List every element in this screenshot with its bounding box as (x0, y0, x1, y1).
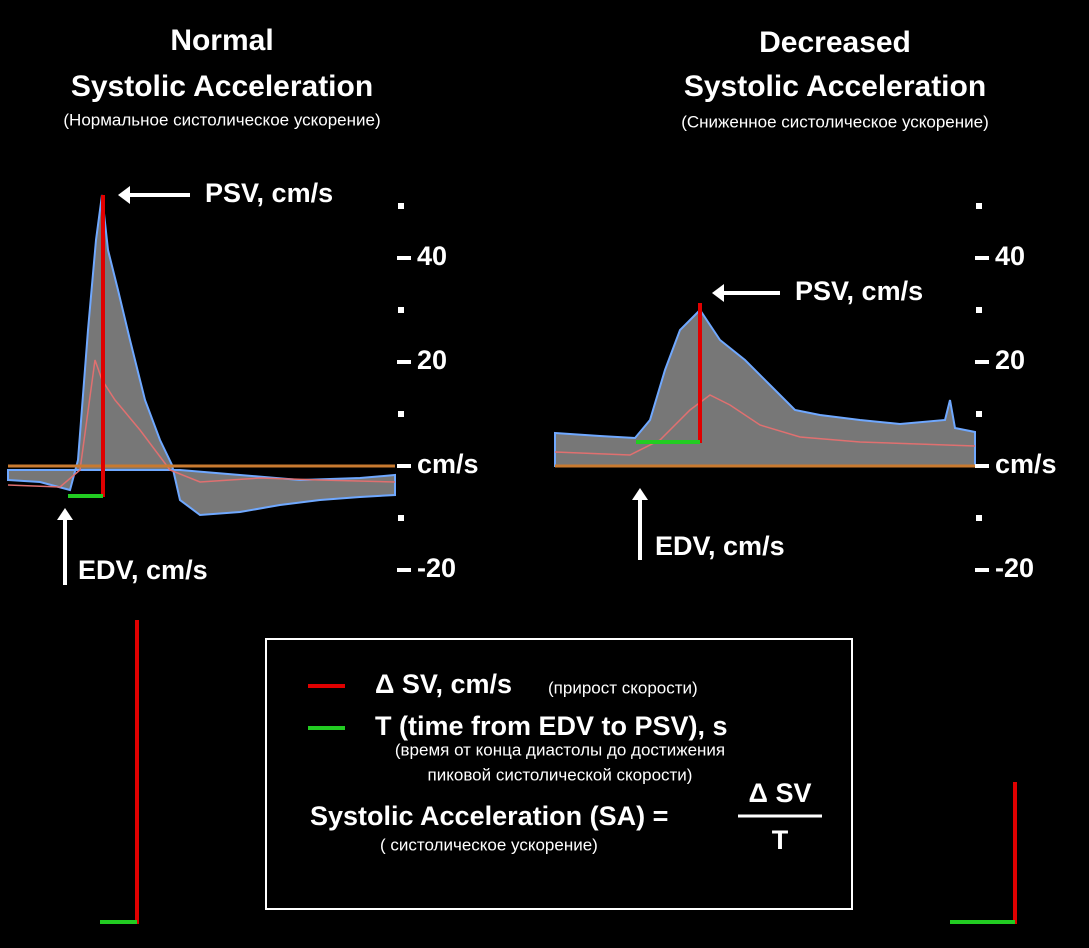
scale-dot (976, 411, 982, 417)
scale-dash (397, 464, 411, 468)
scale-dash (975, 464, 989, 468)
legend-label: T (time from EDV to PSV), s (375, 711, 728, 741)
subtitle: (Сниженное систолическое ускорение) (681, 112, 989, 131)
scale-label: 20 (417, 345, 447, 375)
arrow-head (118, 186, 130, 204)
mean-velocity (7, 359, 396, 488)
scale-dash (975, 568, 989, 572)
title: Systolic Acceleration (71, 70, 373, 103)
scale-dash (397, 568, 411, 572)
formula: Systolic Acceleration (SA) = (310, 801, 668, 831)
legend-box (265, 638, 853, 910)
title: Systolic Acceleration (684, 70, 986, 103)
scale-label: 40 (995, 241, 1025, 271)
psv-label: PSV, cm/s (795, 276, 923, 306)
scale-dot (398, 411, 404, 417)
scale-dot (976, 203, 982, 209)
arrow-head (712, 284, 724, 302)
psv-label: PSV, cm/s (205, 178, 333, 208)
scale-dot (398, 307, 404, 313)
edv-label: EDV, cm/s (78, 555, 208, 585)
scale-dash (975, 256, 989, 260)
subtitle: (Нормальное систолическое ускорение) (63, 110, 380, 129)
legend-note: (прирост скорости) (548, 678, 698, 697)
scale-label: 20 (995, 345, 1025, 375)
scale-dash (397, 360, 411, 364)
scale-label: -20 (417, 553, 456, 583)
scale-dot (398, 203, 404, 209)
scale-label: -20 (995, 553, 1034, 583)
scales: 40 20 cm/s -20 40 20 cm/s -20 (397, 203, 1057, 583)
arrow-head (632, 488, 648, 500)
legend-note: (время от конца диастолы до достижения (395, 740, 725, 759)
numerator: Δ SV (749, 778, 812, 808)
edv-label: EDV, cm/s (655, 531, 785, 561)
legend-label: Δ SV, cm/s (375, 669, 512, 699)
scale-dot (976, 515, 982, 521)
scale-label: cm/s (995, 449, 1057, 479)
arrow-head (57, 508, 73, 520)
scale-dash (397, 256, 411, 260)
formula-note: ( систолическое ускорение) (380, 835, 598, 854)
waveform (554, 308, 976, 467)
title: Normal (170, 24, 273, 57)
denominator: T (772, 825, 789, 855)
scale-dot (976, 307, 982, 313)
title: Decreased (759, 26, 911, 59)
scale-dot (398, 515, 404, 521)
scale-label: cm/s (417, 449, 479, 479)
scale-dash (975, 360, 989, 364)
legend-note: пиковой систолической скорости) (428, 765, 693, 784)
mean-velocity (554, 394, 976, 456)
scale-label: 40 (417, 241, 447, 271)
